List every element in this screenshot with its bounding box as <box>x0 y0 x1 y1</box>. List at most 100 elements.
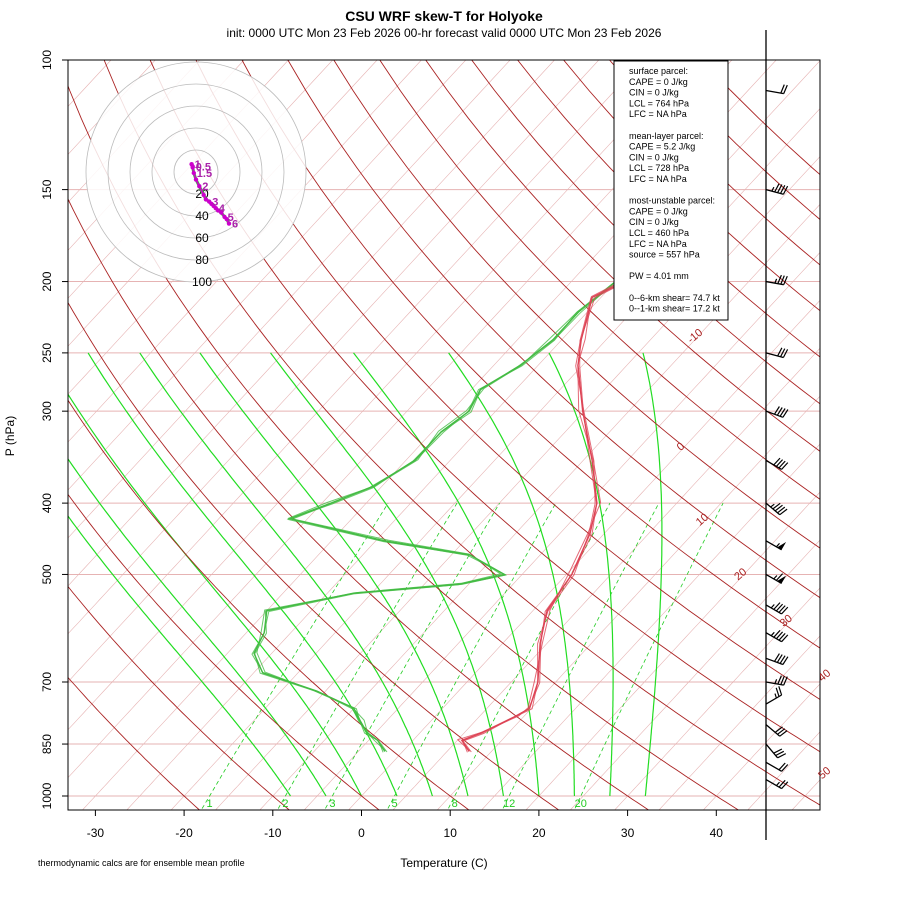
hodograph-point <box>219 210 224 215</box>
dry-adiabat-line <box>68 493 380 810</box>
wind-barb-flag <box>780 675 785 685</box>
wind-barb-flag <box>783 676 788 686</box>
wind-barb-flag <box>779 185 786 194</box>
hodograph-point <box>190 165 195 170</box>
dry-adiabat-line <box>103 60 820 806</box>
mixing-ratio-label: 1 <box>207 798 213 810</box>
hodograph-point <box>191 170 196 176</box>
hodograph-point <box>203 197 209 202</box>
wind-barb-flag <box>776 654 783 663</box>
pressure-tick-label: 700 <box>40 672 54 692</box>
mixing-ratio-label: 2 <box>282 798 288 810</box>
wind-barb-flag <box>781 462 789 470</box>
wind-barb-flag <box>778 460 786 469</box>
mixing-ratio-label: 12 <box>503 798 515 810</box>
wind-barb-flag <box>777 753 787 759</box>
hodograph-point <box>226 221 232 226</box>
isotherm-line <box>747 731 820 810</box>
mixing-ratio-layer <box>200 502 724 810</box>
wind-barb <box>765 779 782 790</box>
wind-barb-flag <box>779 730 788 737</box>
wind-barb-flag <box>783 275 788 285</box>
wind-barb-flag <box>773 406 780 415</box>
isotherm-label: 20 <box>732 566 749 583</box>
isotherm-line <box>82 60 777 810</box>
wind-barb-flag <box>777 675 782 685</box>
y-axis-label: P (hPa) <box>3 416 17 456</box>
dry-adiabat-line <box>149 60 820 753</box>
isotherm-line <box>832 60 900 815</box>
wind-barb-flag <box>773 629 781 638</box>
wind-barb-flag <box>780 275 785 285</box>
dewpoint-trace <box>251 282 615 753</box>
isotherm-line <box>702 683 820 810</box>
hodograph-point <box>197 184 202 189</box>
isotherm-label: 0 <box>675 440 687 453</box>
hodograph-height-label: 4 <box>219 203 226 215</box>
isotherm-line <box>259 203 820 810</box>
wind-barb-flag <box>779 655 786 664</box>
temperature-tick-label: -10 <box>264 826 282 840</box>
dewpoint-trace <box>253 281 617 752</box>
mixing-ratio-label: 20 <box>575 798 587 810</box>
isotherm-label: 10 <box>694 511 711 528</box>
temperature-tick-label: -20 <box>175 826 193 840</box>
hodograph-height-label: 2 <box>202 181 208 193</box>
wind-barb-half-flag <box>774 278 778 284</box>
mixing-ratio-line <box>447 502 611 810</box>
isotherm-line <box>68 60 733 779</box>
dry-adiabat-line <box>68 198 650 810</box>
isotherm-line <box>392 347 820 810</box>
info-box-line: CIN = 0 J/kg <box>629 217 679 227</box>
wind-barb-pennant <box>777 542 787 550</box>
wind-barb-flag <box>783 84 788 94</box>
footnote: thermodynamic calcs are for ensemble mea… <box>38 858 245 868</box>
wind-barb <box>765 604 782 615</box>
hodograph-background <box>86 62 306 282</box>
hodograph-height-label: 0.5 <box>196 161 211 173</box>
moist-adiabat-line <box>68 457 327 797</box>
hodograph-point <box>193 177 199 182</box>
wind-barb-flag <box>775 687 780 697</box>
dewpoint-trace <box>256 280 620 752</box>
pressure-tick-label: 400 <box>40 493 54 513</box>
wind-barb-flag <box>781 764 789 772</box>
wind-barb-flag <box>772 502 781 510</box>
wind-barb-flag <box>775 573 784 581</box>
info-box-line: LFC = NA hPa <box>629 109 687 119</box>
isotherm-line <box>68 60 600 635</box>
info-box-line: CAPE = 0 J/kg <box>629 206 688 216</box>
wind-barb-flag <box>781 781 789 790</box>
wind-barb-flag <box>777 728 786 735</box>
info-box-line: CAPE = 5.2 J/kg <box>629 142 695 152</box>
isotherm-line <box>68 60 555 587</box>
temperature-tick-label: 30 <box>621 826 635 840</box>
wind-barb <box>765 657 784 666</box>
wind-barb-flag <box>774 183 780 193</box>
wind-barb-flag <box>777 184 783 193</box>
isotherm-line <box>525 491 820 810</box>
moist-adiabat-line <box>199 352 469 797</box>
wind-barb-flag <box>779 508 788 516</box>
info-box-line: CIN = 0 J/kg <box>629 152 679 162</box>
wind-barb-half-flag <box>774 693 777 699</box>
isotherm-line <box>68 60 644 683</box>
isotherm-line <box>877 60 900 815</box>
isotherm-line <box>170 108 820 810</box>
dry-adiabat-line <box>68 301 560 810</box>
wind-barb-flag <box>781 606 789 615</box>
wind-barb-flag <box>782 349 789 358</box>
info-box-line: PW = 4.01 mm <box>629 271 689 281</box>
wind-barb <box>765 573 782 584</box>
wind-barb-flag <box>776 407 783 416</box>
moist-adiabat-layer <box>68 352 663 797</box>
info-box-line: 0--1-km shear= 17.2 kt <box>629 304 720 314</box>
hodograph-ring <box>151 127 241 217</box>
mixing-ratio-line <box>386 502 557 810</box>
mixing-ratio-line <box>501 502 660 810</box>
info-box-line: CAPE = 0 J/kg <box>629 77 688 87</box>
